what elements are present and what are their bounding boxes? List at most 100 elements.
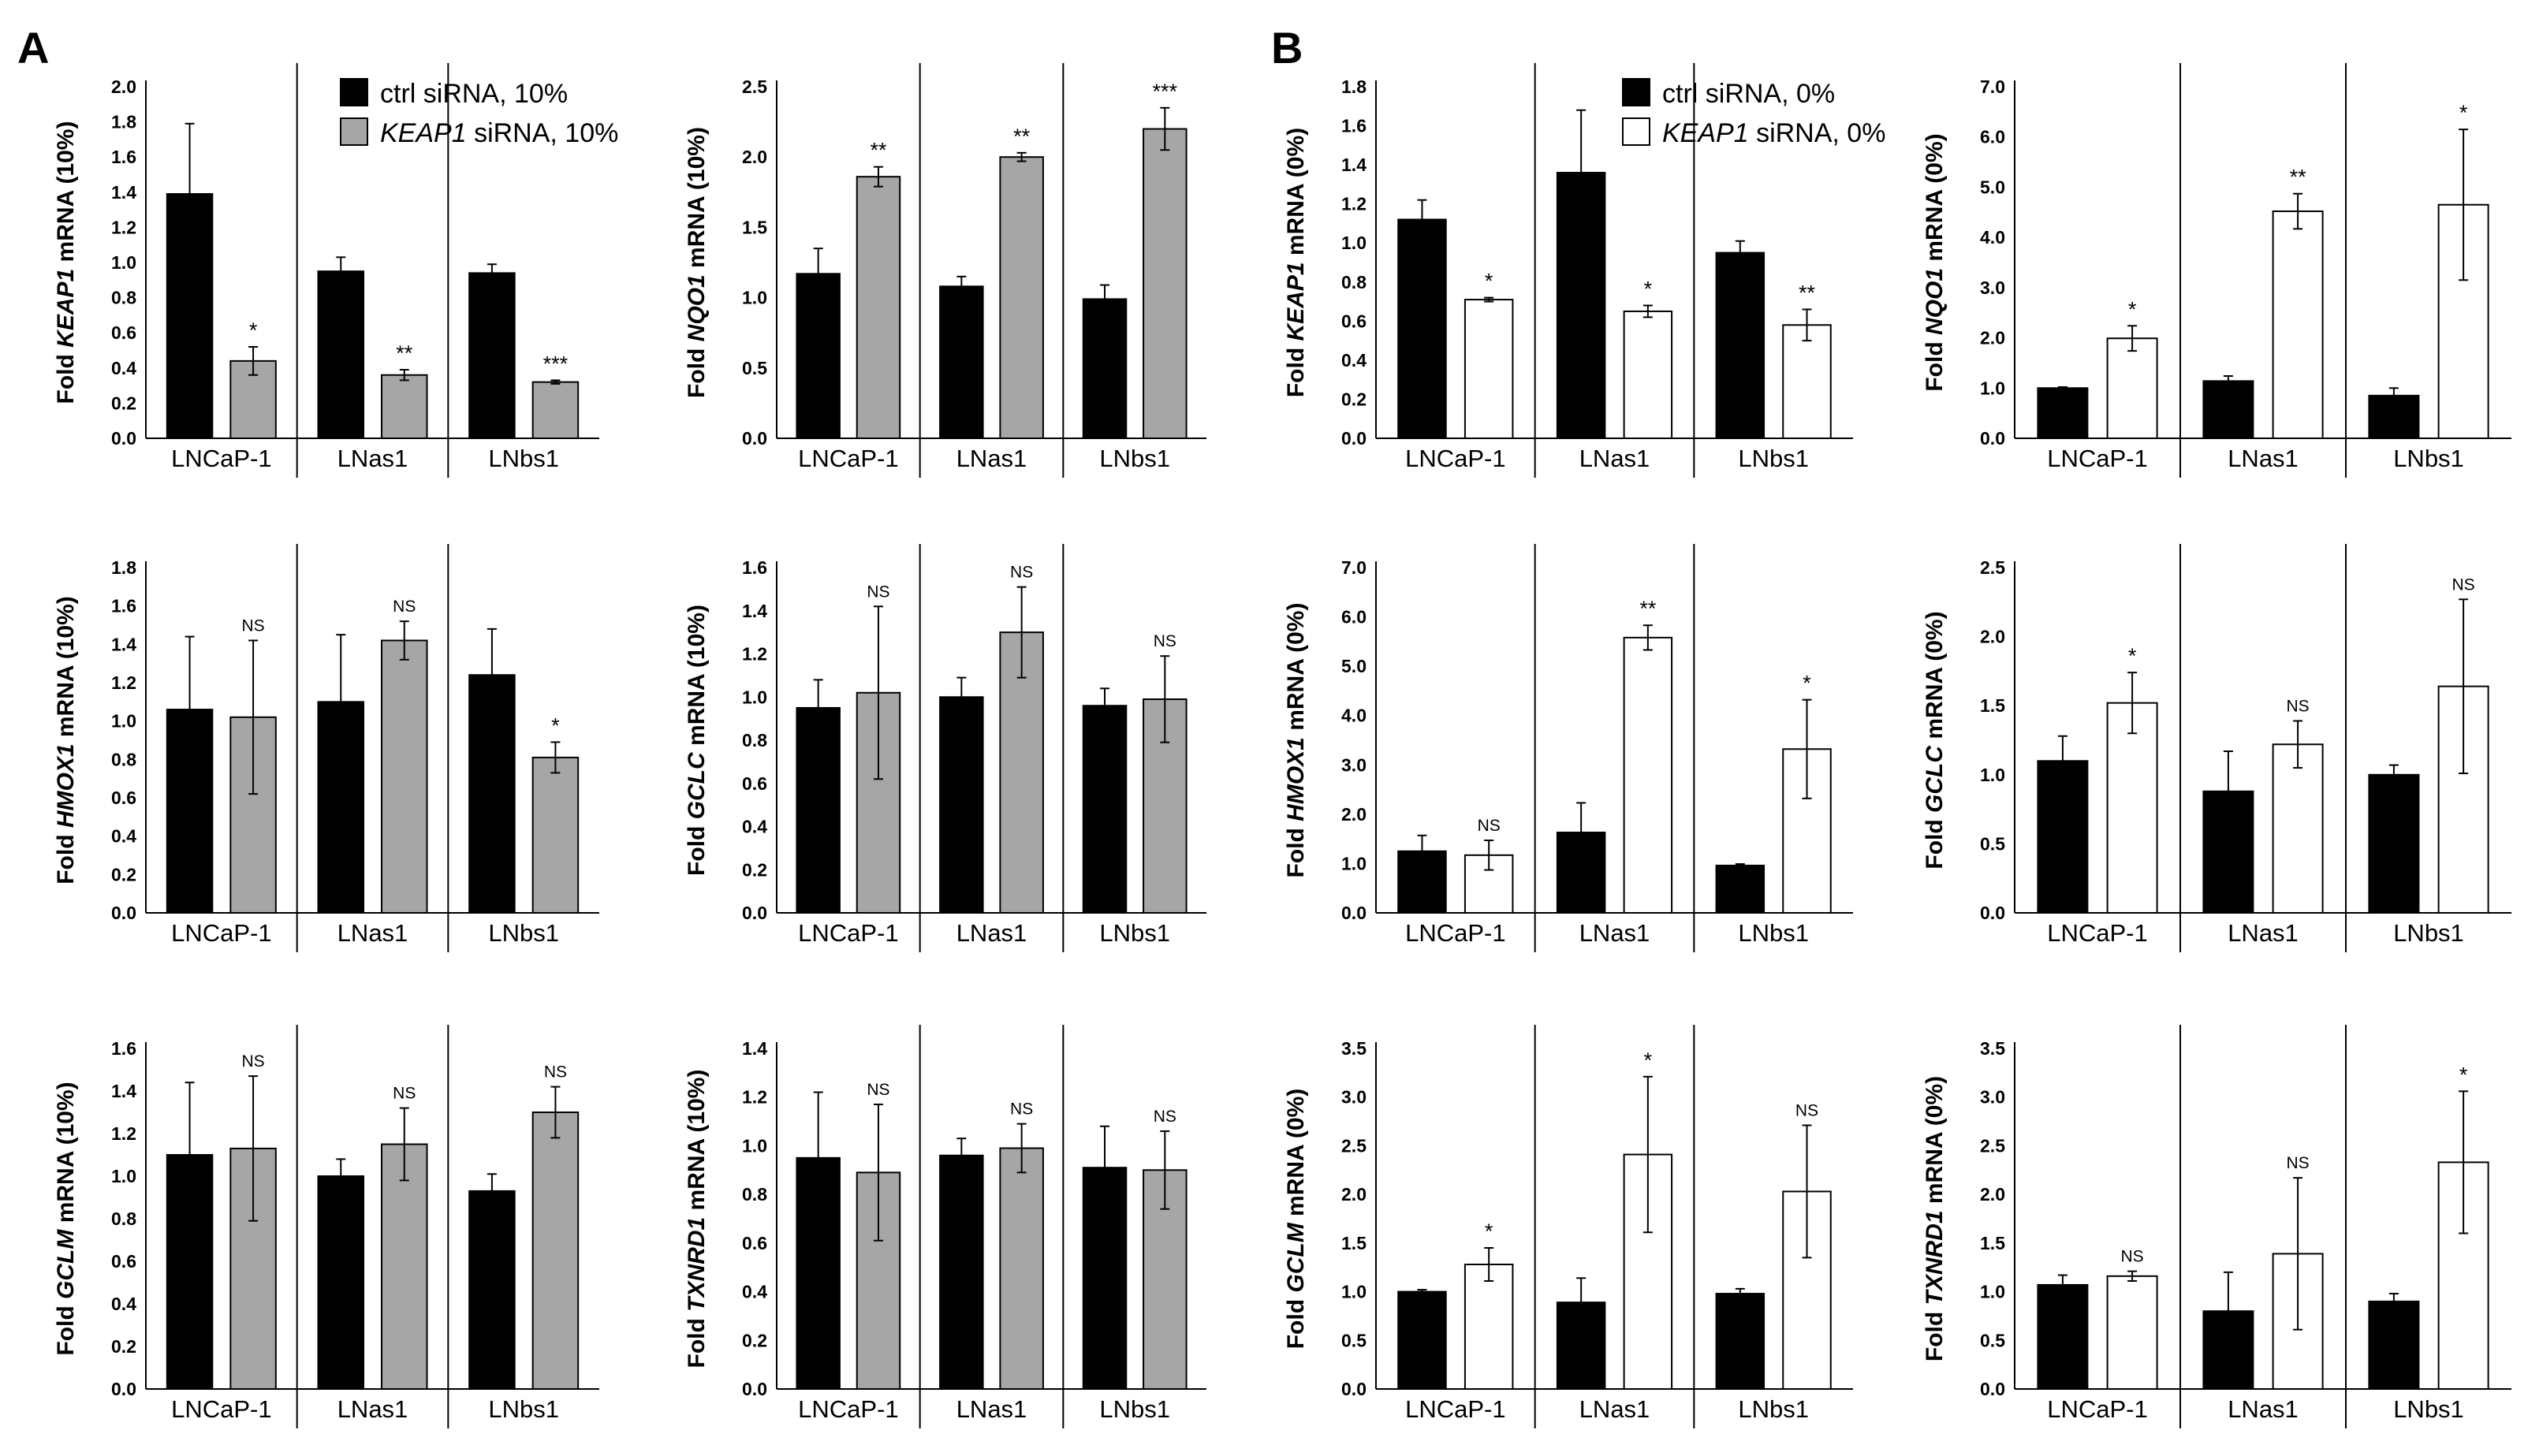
legend-b-keap1-text: siRNA, 0% <box>1749 118 1886 148</box>
y-tick-label-keap1-a: 1.2 <box>111 217 136 237</box>
bar-ctrl-gclc-a <box>1082 705 1128 914</box>
y-axis-label-suffix: mRNA (0%) <box>1922 1076 1948 1211</box>
significance-label-nqo1-b: * <box>2459 101 2468 125</box>
bar-ctrl-txnrd1-b <box>2037 1283 2089 1390</box>
y-tick-label-gclc-a: 0.0 <box>742 903 767 923</box>
y-axis-label-prefix: Fold <box>1922 1305 1948 1361</box>
y-tick-label-hmox1-a: 0.2 <box>111 864 136 884</box>
y-axis-label-suffix: mRNA (10%) <box>53 1082 79 1229</box>
y-axis-label-gene: GCLM <box>1283 1222 1309 1292</box>
y-axis-label-keap1-a: Fold KEAP1 mRNA (10%) <box>53 121 79 404</box>
significance-label-txnrd1-a: NS <box>1010 1100 1033 1119</box>
significance-label-nqo1-b: * <box>2128 297 2137 321</box>
y-tick-label-gclm-a: 0.4 <box>111 1294 136 1314</box>
y-axis-label-nqo1-a: Fold NQO1 mRNA (10%) <box>684 127 710 398</box>
significance-label-gclc-b: NS <box>2452 575 2475 594</box>
bar-ctrl-nqo1-a <box>1082 298 1128 439</box>
y-tick-label-nqo1-b: 4.0 <box>1980 227 2005 248</box>
bar-ctrl-gclc-a <box>796 706 841 914</box>
chart-txnrd1-b: 0.0 0.5 1.0 1.5 2.0 2.5 3.0 3.5 Fold TXNRD1 mRNA… <box>1922 1025 2511 1428</box>
x-category-label-hmox1-b: LNbs1 <box>1738 919 1809 947</box>
y-tick-label-hmox1-a: 1.8 <box>111 557 136 578</box>
significance-label-nqo1-a: ** <box>1013 125 1031 148</box>
charts-container: 0.0 0.2 0.4 0.6 0.8 1.0 1.2 1.4 1.6 1.8 2.0 Fold KE… <box>53 63 2511 1428</box>
y-tick-label-gclm-a: 0.8 <box>111 1208 136 1229</box>
y-axis-label-prefix: Fold <box>53 1299 79 1356</box>
y-tick-label-txnrd1-a: 0.6 <box>742 1233 767 1253</box>
y-tick-label-keap1-a: 1.4 <box>111 182 136 203</box>
bar-ctrl-gclc-a <box>939 696 984 914</box>
bar-ctrl-keap1-b <box>1715 251 1765 439</box>
y-tick-label-txnrd1-a: 0.0 <box>742 1379 767 1399</box>
bar-keap1-txnrd1-b <box>2106 1275 2158 1391</box>
y-tick-label-nqo1-a: 1.0 <box>742 288 767 308</box>
y-tick-label-keap1-b: 1.6 <box>1341 116 1367 136</box>
bar-keap1-gclc-a <box>999 631 1044 914</box>
y-axis-label-gclm-b: Fold GCLM mRNA (0%) <box>1283 1089 1309 1350</box>
y-axis-label-gclc-b: Fold GCLC mRNA (0%) <box>1922 611 1948 869</box>
y-axis-label-keap1-b: Fold KEAP1 mRNA (0%) <box>1283 128 1309 397</box>
chart-keap1-b: 0.0 0.2 0.4 0.6 0.8 1.0 1.2 1.4 1.6 1.8 Fold KEAP1… <box>1283 63 1853 478</box>
y-tick-label-keap1-a: 2.0 <box>111 76 136 97</box>
significance-label-gclm-b: NS <box>1795 1102 1818 1120</box>
y-tick-label-gclm-a: 0.2 <box>111 1336 136 1357</box>
y-tick-label-nqo1-a: 2.5 <box>742 76 767 97</box>
y-tick-label-gclc-a: 1.4 <box>742 601 767 621</box>
y-tick-label-gclc-a: 0.6 <box>742 773 767 794</box>
significance-label-hmox1-b: NS <box>1478 817 1501 835</box>
y-axis-label-gene: KEAP1 <box>53 269 79 348</box>
y-axis-label-suffix: mRNA (10%) <box>684 127 710 274</box>
bar-ctrl-nqo1-a <box>939 285 984 439</box>
bar-ctrl-gclc-b <box>2368 773 2420 914</box>
bar-ctrl-hmox1-b <box>1715 864 1765 914</box>
x-category-label-txnrd1-a: LNCaP-1 <box>798 1395 899 1423</box>
x-category-label-gclc-a: LNbs1 <box>1099 919 1170 947</box>
bar-ctrl-nqo1-b <box>2202 380 2254 440</box>
legend-a-keap1-italic: KEAP1 <box>380 118 467 148</box>
bar-ctrl-gclm-a <box>317 1175 364 1390</box>
y-axis-label-prefix: Fold <box>1283 821 1309 878</box>
bar-keap1-gclc-b <box>2106 702 2158 914</box>
x-category-label-hmox1-a: LNCaP-1 <box>171 919 272 947</box>
y-axis-label-prefix: Fold <box>684 819 710 876</box>
legend-a-label-keap1: KEAP1 siRNA, 10% <box>380 118 618 148</box>
y-axis-label-gclm-a: Fold GCLM mRNA (10%) <box>53 1082 79 1355</box>
y-tick-label-keap1-b: 0.4 <box>1341 350 1367 371</box>
y-tick-label-nqo1-a: 2.0 <box>742 147 767 167</box>
y-tick-label-hmox1-b: 5.0 <box>1341 656 1367 676</box>
significance-label-nqo1-a: *** <box>1153 80 1178 103</box>
legend-b-swatch-keap1 <box>1622 117 1650 146</box>
y-tick-label-nqo1-a: 1.5 <box>742 217 767 237</box>
chart-gclm-a: 0.0 0.2 0.4 0.6 0.8 1.0 1.2 1.4 1.6 Fold GCLM mRN… <box>53 1025 599 1428</box>
y-tick-label-keap1-a: 1.6 <box>111 147 136 167</box>
y-tick-label-nqo1-a: 0.5 <box>742 358 767 378</box>
x-category-label-txnrd1-a: LNas1 <box>956 1395 1027 1423</box>
y-tick-label-keap1-b: 1.4 <box>1341 155 1367 175</box>
y-tick-label-nqo1-b: 0.0 <box>1980 428 2005 449</box>
bar-ctrl-keap1-a <box>468 272 516 439</box>
legend-b: ctrl siRNA, 0% KEAP1 siRNA, 0% <box>1622 78 1885 148</box>
significance-label-gclm-a: NS <box>241 1052 264 1071</box>
y-tick-label-nqo1-b: 6.0 <box>1980 127 2005 147</box>
significance-label-hmox1-a: NS <box>393 598 416 616</box>
y-tick-label-hmox1-b: 4.0 <box>1341 706 1367 726</box>
x-category-label-keap1-a: LNbs1 <box>488 445 559 472</box>
y-tick-label-keap1-b: 0.8 <box>1341 272 1367 292</box>
x-category-label-hmox1-a: LNbs1 <box>488 919 559 947</box>
y-tick-label-hmox1-a: 1.6 <box>111 596 136 616</box>
y-axis-label-gene: TXNRD1 <box>684 1217 710 1312</box>
bar-ctrl-gclm-b <box>1715 1293 1765 1391</box>
y-tick-label-hmox1-a: 0.4 <box>111 826 136 847</box>
y-axis-label-suffix: mRNA (0%) <box>1283 128 1309 263</box>
bar-keap1-gclm-b <box>1463 1264 1514 1391</box>
y-tick-label-hmox1-b: 7.0 <box>1341 557 1367 578</box>
legend-b-swatch-ctrl <box>1622 78 1650 106</box>
bar-keap1-keap1-a <box>381 374 428 439</box>
x-category-label-gclm-a: LNbs1 <box>488 1395 559 1423</box>
y-tick-label-txnrd1-b: 1.5 <box>1980 1233 2005 1253</box>
x-category-label-nqo1-a: LNCaP-1 <box>798 445 899 472</box>
legend-b-label-keap1: KEAP1 siRNA, 0% <box>1662 118 1885 148</box>
y-tick-label-gclc-b: 0.5 <box>1980 833 2005 854</box>
y-tick-label-txnrd1-a: 0.4 <box>742 1282 767 1302</box>
x-category-label-gclm-b: LNbs1 <box>1738 1395 1809 1423</box>
